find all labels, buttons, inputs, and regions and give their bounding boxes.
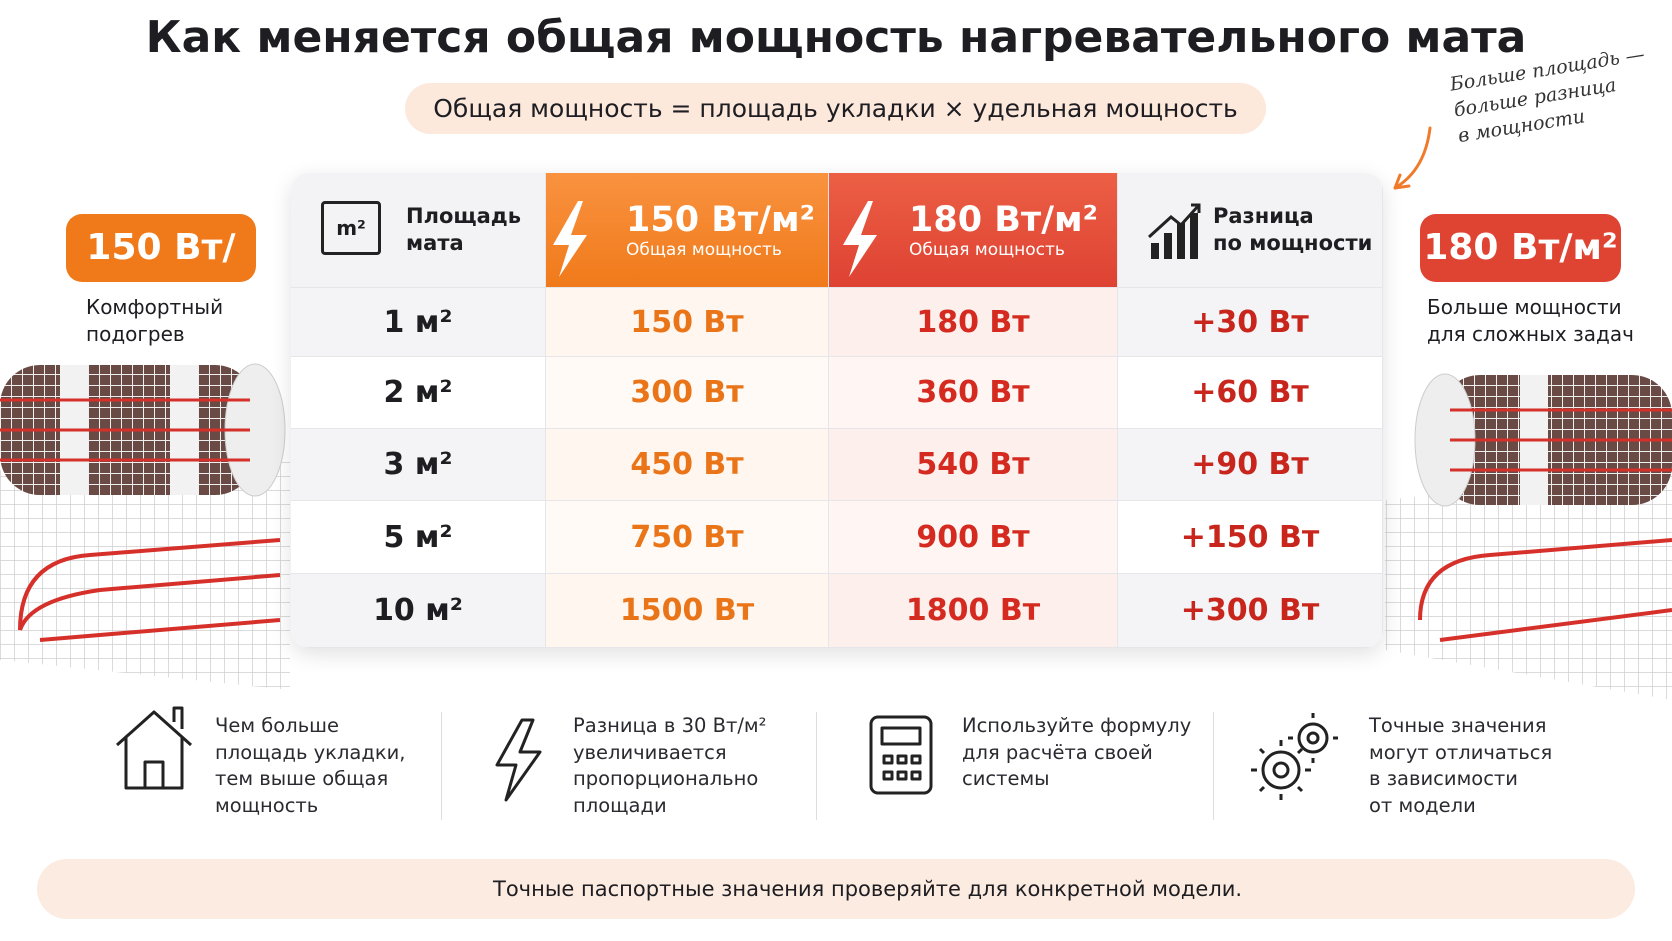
note: Точные паспортные значения проверяйте дл… xyxy=(493,877,1243,901)
table-cell: 3 м² xyxy=(291,429,546,501)
table-cell: 900 Вт xyxy=(829,501,1118,574)
table-cell: +150 Вт xyxy=(1118,501,1383,574)
separator xyxy=(1213,712,1214,820)
tip-line: увеличивается xyxy=(573,740,727,764)
caption-line: для сложных задач xyxy=(1427,322,1634,346)
header-cell: 150 Вт/м² Общая мощность xyxy=(546,173,829,288)
table-cell: 1500 Вт xyxy=(546,574,829,648)
tip-line: Чем больше xyxy=(215,714,340,737)
tip-line: мощность xyxy=(215,793,319,817)
tip-line: Точные значения xyxy=(1369,714,1547,737)
table-cell: +30 Вт xyxy=(1118,288,1383,357)
header-cell: 180 Вт/м² Общая мощность xyxy=(829,173,1118,288)
right-caption: Больше мощности для сложных задач xyxy=(1427,294,1634,348)
tip-line: системы xyxy=(962,767,1050,790)
table-cell: 750 Вт xyxy=(546,501,829,574)
area-icon-label: m² xyxy=(336,216,366,240)
caption-line: Комфортный xyxy=(86,295,224,319)
mat-right xyxy=(1385,373,1672,700)
tip-line: могут отличаться xyxy=(1369,740,1553,764)
tip-icons xyxy=(116,706,1338,802)
header-title: 180 Вт/м² xyxy=(909,200,1098,240)
tip: Разница в 30 Вт/м² увеличивается пропорцио… xyxy=(573,713,766,819)
table-cell: +90 Вт xyxy=(1118,429,1383,501)
table-cell: 360 Вт xyxy=(829,357,1118,429)
tip-line: площади xyxy=(573,793,667,817)
tip-line: пропорционально xyxy=(573,767,759,790)
title: Как меняется общая мощность нагревательн… xyxy=(145,12,1527,63)
header-title: мата xyxy=(406,231,464,255)
left-badge: 150 Вт/м² xyxy=(66,214,256,336)
table-cell: 540 Вт xyxy=(829,429,1118,501)
table: Площадь мата 150 Вт/м² Общая мощность 180 Вт… xyxy=(291,173,1383,648)
annotation-arrow xyxy=(1393,126,1432,190)
tip-line: от модели xyxy=(1369,793,1476,817)
table-cell: 10 м² xyxy=(291,574,546,648)
separator xyxy=(816,712,817,820)
header-subtitle: Общая мощность xyxy=(626,240,782,260)
tip: Точные значения могут отличаться в зависим… xyxy=(1369,713,1552,819)
tip: Чем больше площадь укладки, тем выше общая… xyxy=(215,713,406,819)
table-cell: 2 м² xyxy=(291,357,546,429)
mat-left xyxy=(0,363,290,690)
table-cell: 1800 Вт xyxy=(829,574,1118,648)
caption-line: Больше мощности xyxy=(1427,295,1622,319)
tip-line: площадь укладки, xyxy=(215,740,406,764)
table-cell: 5 м² xyxy=(291,501,546,574)
formula: Общая мощность = площадь укладки × удель… xyxy=(405,83,1266,134)
header-title: Площадь xyxy=(406,204,522,228)
tip-line: для расчёта своей xyxy=(962,740,1153,764)
right-badge: 180 Вт/м² xyxy=(1420,214,1621,282)
table-cell: 1 м² xyxy=(291,288,546,357)
header-title: 150 Вт/м² xyxy=(626,200,815,240)
tip-line: Разница в 30 Вт/м² xyxy=(573,714,767,737)
table-cell: +60 Вт xyxy=(1118,357,1383,429)
tip-line: в зависимости xyxy=(1369,767,1518,790)
header-cell: Площадь мата xyxy=(291,173,546,288)
table-cell: 180 Вт xyxy=(829,288,1118,357)
table-cell: 450 Вт xyxy=(546,429,829,501)
note-bar xyxy=(37,859,1635,919)
separator xyxy=(441,712,442,820)
area-icon: m² xyxy=(321,201,381,255)
tip-line: тем выше общая xyxy=(215,767,389,790)
header-cell: Разница по мощности xyxy=(1118,173,1383,288)
caption-line: подогрев xyxy=(86,322,185,346)
header-title: по мощности xyxy=(1213,231,1373,255)
tip-line: Используйте формулу xyxy=(962,714,1192,737)
table-cell: 300 Вт xyxy=(546,357,829,429)
header-icons xyxy=(553,201,1201,277)
header-title: Разница xyxy=(1213,204,1314,228)
table-cell: 150 Вт xyxy=(546,288,829,357)
header-subtitle: Общая мощность xyxy=(909,240,1065,260)
table-cell: +300 Вт xyxy=(1118,574,1383,648)
tip: Используйте формулу для расчёта своей сист… xyxy=(962,713,1191,793)
left-caption: Комфортный подогрев xyxy=(86,294,223,348)
